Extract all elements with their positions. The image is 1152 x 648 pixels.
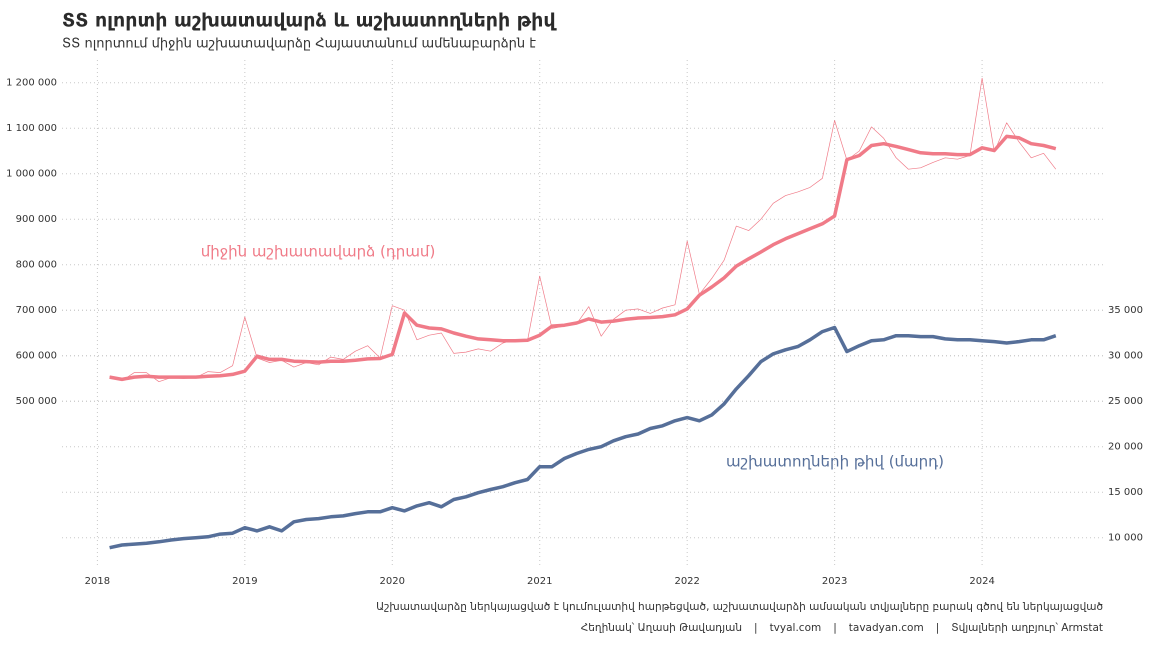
line (109, 134, 1057, 382)
credits: Հեղինակ՝ Աղասի Թավադյան | tvyal.com | tavady… (581, 622, 1103, 634)
x-tick-label: 2021 (527, 576, 552, 587)
x-tick-label: 2023 (822, 576, 847, 587)
x-tick-label: 2019 (232, 576, 257, 587)
caption: Աշխատավարձը ներկայացված է կումուլատիվ հա… (376, 601, 1103, 613)
credit: Տվյալների աղբյուր՝ Armstat (951, 622, 1103, 634)
y2-tick-label: 30 000 (1108, 351, 1143, 362)
credit: tvyal.com (770, 622, 822, 634)
line (109, 325, 1057, 550)
series-annotation: աշխատողների թիվ (մարդ) (726, 453, 944, 471)
y-tick-label: 700 000 (16, 305, 57, 316)
y2-tick-label: 10 000 (1108, 533, 1143, 544)
separator: | (936, 622, 940, 634)
separator: | (833, 622, 837, 634)
y-tick-label: 500 000 (16, 396, 57, 407)
y2-tick-label: 25 000 (1108, 396, 1143, 407)
separator: | (754, 622, 758, 634)
x-tick-label: 2022 (674, 576, 699, 587)
y-tick-label: 600 000 (16, 351, 57, 362)
series-annotation: միջին աշխատավարձ (դրամ) (201, 243, 436, 261)
y-tick-label: 1 200 000 (6, 78, 57, 89)
chart-title: ՏՏ ոլորտի աշխատավարձ և աշխատողների թիվ (62, 10, 557, 32)
y2-tick-label: 20 000 (1108, 442, 1143, 453)
line (109, 77, 1057, 383)
x-tick-label: 2020 (380, 576, 405, 587)
credit: tavadyan.com (849, 622, 924, 634)
y2-tick-label: 35 000 (1108, 305, 1143, 316)
chart-subtitle: ՏՏ ոլորտում միջին աշխատավարձը Հայաստանու… (62, 37, 536, 52)
x-tick-label: 2024 (969, 576, 994, 587)
y2-tick-label: 15 000 (1108, 487, 1143, 498)
x-tick-label: 2018 (85, 576, 110, 587)
y-tick-label: 900 000 (16, 214, 57, 225)
y-tick-label: 1 000 000 (6, 169, 57, 180)
credit: Հեղինակ՝ Աղասի Թավադյան (581, 622, 742, 634)
y-tick-label: 800 000 (16, 260, 57, 271)
y-tick-label: 1 100 000 (6, 123, 57, 134)
